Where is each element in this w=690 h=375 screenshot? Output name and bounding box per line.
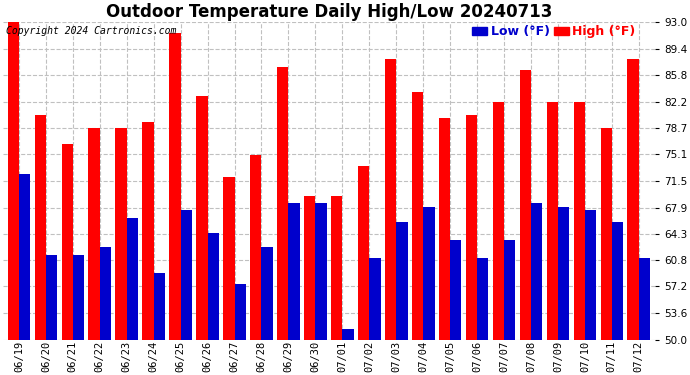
- Title: Outdoor Temperature Daily High/Low 20240713: Outdoor Temperature Daily High/Low 20240…: [106, 3, 552, 21]
- Bar: [88, 128, 100, 340]
- Bar: [224, 177, 235, 340]
- Bar: [19, 174, 30, 340]
- Bar: [46, 255, 57, 340]
- Bar: [142, 122, 154, 340]
- Bar: [288, 203, 299, 340]
- Bar: [639, 258, 650, 340]
- Bar: [600, 128, 612, 340]
- Bar: [612, 222, 623, 340]
- Bar: [358, 166, 369, 340]
- Bar: [493, 102, 504, 340]
- Bar: [520, 70, 531, 340]
- Bar: [342, 328, 354, 340]
- Legend: Low (°F), High (°F): Low (°F), High (°F): [467, 20, 640, 44]
- Bar: [208, 232, 219, 340]
- Bar: [466, 114, 477, 340]
- Bar: [34, 114, 46, 340]
- Bar: [154, 273, 165, 340]
- Bar: [127, 218, 138, 340]
- Bar: [73, 255, 84, 340]
- Bar: [262, 248, 273, 340]
- Bar: [627, 59, 639, 340]
- Bar: [531, 203, 542, 340]
- Bar: [369, 258, 381, 340]
- Bar: [546, 102, 558, 340]
- Bar: [504, 240, 515, 340]
- Bar: [396, 222, 408, 340]
- Bar: [477, 258, 489, 340]
- Bar: [585, 210, 596, 340]
- Bar: [439, 118, 450, 340]
- Bar: [315, 203, 326, 340]
- Bar: [423, 207, 435, 340]
- Bar: [196, 96, 208, 340]
- Bar: [181, 210, 192, 340]
- Bar: [235, 284, 246, 340]
- Bar: [558, 207, 569, 340]
- Bar: [304, 196, 315, 340]
- Text: Copyright 2024 Cartronics.com: Copyright 2024 Cartronics.com: [6, 26, 177, 36]
- Bar: [61, 144, 73, 340]
- Bar: [8, 22, 19, 340]
- Bar: [450, 240, 462, 340]
- Bar: [573, 102, 585, 340]
- Bar: [115, 128, 127, 340]
- Bar: [385, 59, 396, 340]
- Bar: [277, 67, 288, 340]
- Bar: [331, 196, 342, 340]
- Bar: [250, 155, 262, 340]
- Bar: [100, 248, 111, 340]
- Bar: [169, 33, 181, 340]
- Bar: [412, 92, 423, 340]
